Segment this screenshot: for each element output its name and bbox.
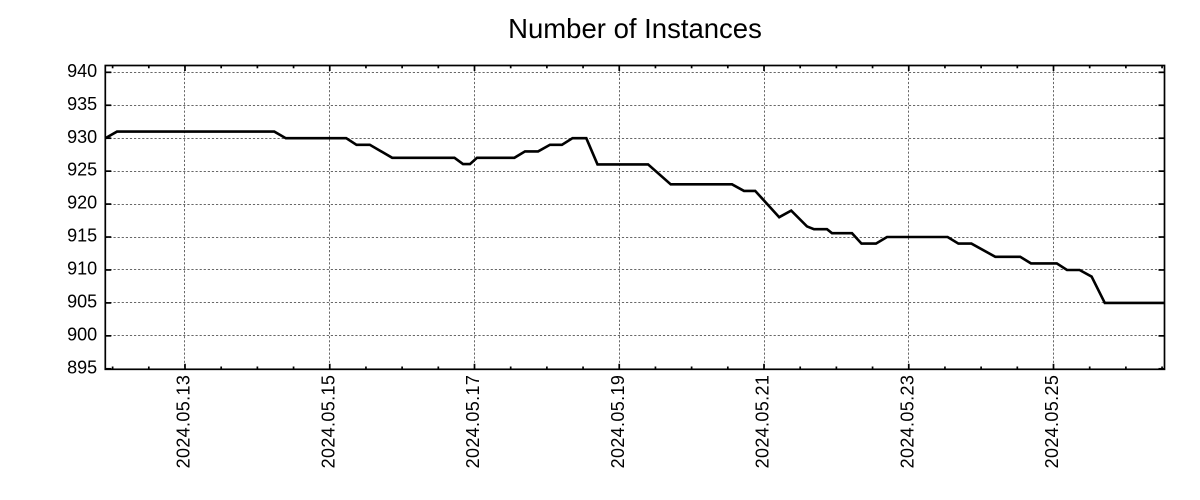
svg-text:2024.05.17: 2024.05.17: [463, 375, 483, 469]
svg-text:Number of Instances: Number of Instances: [508, 13, 762, 44]
svg-text:915: 915: [67, 226, 97, 246]
svg-text:910: 910: [67, 259, 97, 279]
svg-text:2024.05.19: 2024.05.19: [608, 375, 628, 469]
svg-text:940: 940: [67, 61, 97, 81]
svg-text:925: 925: [67, 160, 97, 180]
svg-text:2024.05.13: 2024.05.13: [174, 375, 194, 469]
svg-text:2024.05.25: 2024.05.25: [1042, 375, 1062, 469]
svg-text:905: 905: [67, 292, 97, 312]
svg-text:920: 920: [67, 193, 97, 213]
svg-text:2024.05.23: 2024.05.23: [897, 375, 917, 469]
svg-text:895: 895: [67, 357, 97, 377]
svg-text:930: 930: [67, 127, 97, 147]
svg-text:2024.05.15: 2024.05.15: [318, 375, 338, 469]
svg-text:900: 900: [67, 324, 97, 344]
svg-text:935: 935: [67, 94, 97, 114]
svg-text:2024.05.21: 2024.05.21: [753, 375, 773, 469]
